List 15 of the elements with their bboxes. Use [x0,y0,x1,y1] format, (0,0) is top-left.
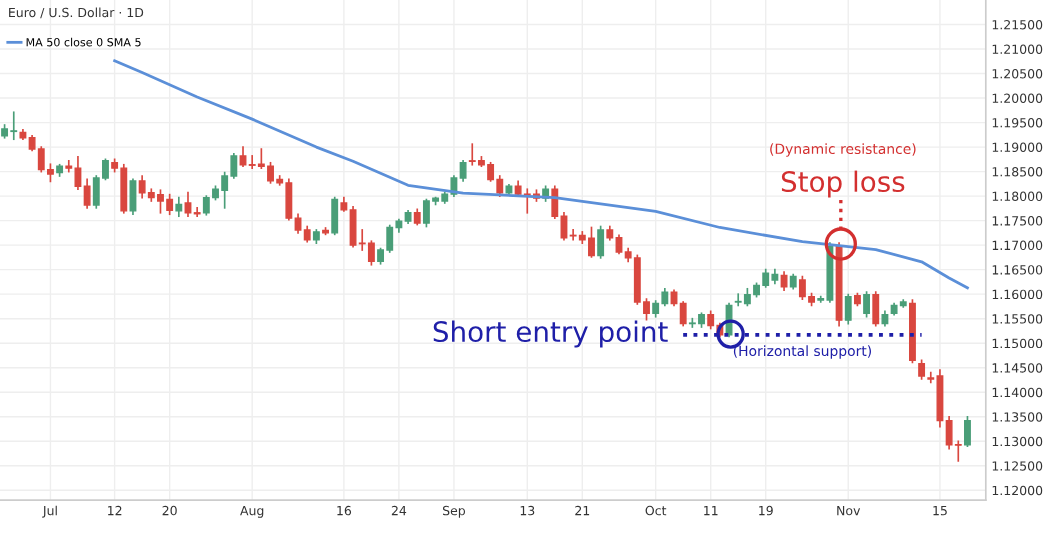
candlestick [780,271,788,292]
candlestick [872,291,880,327]
candlestick [964,415,971,447]
candlestick [175,196,183,218]
candlestick [597,225,605,259]
candlestick [193,207,201,218]
line-series [113,59,969,290]
candlestick [129,178,137,216]
candlestick [863,291,871,318]
candlestick [367,240,375,266]
annotation: Stop loss [781,170,905,198]
candlestick [844,293,852,325]
candlestick [918,359,926,380]
candlestick [331,196,339,236]
annotation: Short entry point [433,320,668,348]
